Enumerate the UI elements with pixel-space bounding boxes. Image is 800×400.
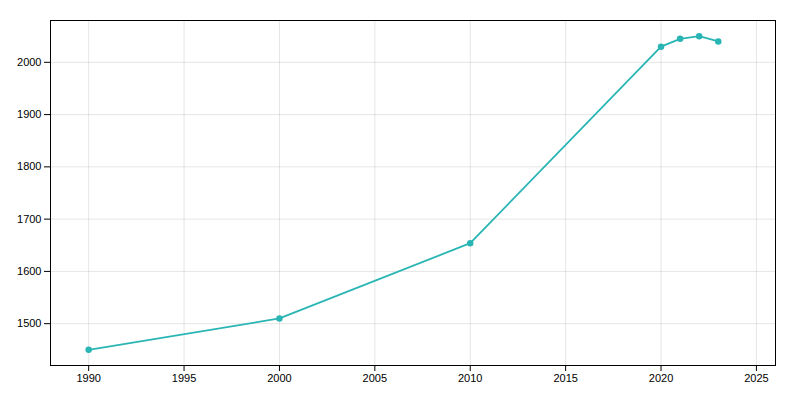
- svg-text:2005: 2005: [363, 372, 387, 384]
- svg-text:1995: 1995: [172, 372, 196, 384]
- svg-text:1900: 1900: [17, 108, 41, 120]
- svg-text:2025: 2025: [744, 372, 768, 384]
- svg-text:1700: 1700: [17, 213, 41, 225]
- svg-text:2020: 2020: [649, 372, 673, 384]
- svg-text:2015: 2015: [553, 372, 577, 384]
- svg-text:1600: 1600: [17, 265, 41, 277]
- svg-text:2000: 2000: [17, 56, 41, 68]
- svg-text:2010: 2010: [458, 372, 482, 384]
- svg-text:1990: 1990: [76, 372, 100, 384]
- svg-text:2000: 2000: [267, 372, 291, 384]
- svg-text:1500: 1500: [17, 317, 41, 329]
- svg-text:1800: 1800: [17, 160, 41, 172]
